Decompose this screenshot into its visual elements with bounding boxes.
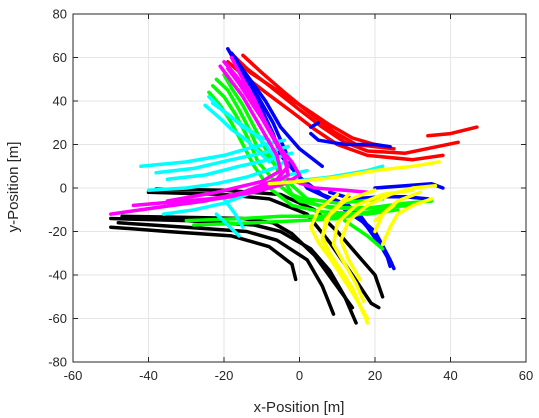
y-tick-label-2: -40	[48, 268, 67, 283]
trajectory-line-0-1	[116, 221, 336, 316]
trajectory-line-4-4	[154, 144, 290, 175]
trajectory-line-4-6	[146, 157, 290, 192]
x-tick-label-5: 40	[443, 368, 457, 383]
y-axis-title: y-Position [m]	[5, 142, 22, 233]
y-tick-label-6: 40	[53, 94, 67, 109]
axes	[72, 13, 527, 363]
trajectory-line-4-9	[222, 197, 245, 229]
x-tick-label-0: -60	[64, 368, 83, 383]
trajectory-line-3-6	[343, 218, 385, 251]
trajectory-line-4-3	[139, 138, 287, 169]
grid-lines	[72, 13, 527, 363]
trajectory-line-2-2	[229, 51, 324, 169]
series-6	[267, 160, 441, 325]
x-tick-label-1: -40	[139, 368, 158, 383]
y-tick-label-5: 20	[53, 137, 67, 152]
trajectory-line-2-1	[233, 55, 392, 264]
trajectory-line-0-2	[109, 225, 298, 282]
trajectory-line-4-2	[210, 101, 272, 142]
y-tick-label-3: -20	[48, 224, 67, 239]
trajectory-line-1-3	[229, 51, 385, 149]
x-tick-label-4: 20	[368, 368, 382, 383]
series-5	[109, 55, 370, 216]
trajectory-line-0-0	[109, 216, 358, 325]
trajectory-line-2-7	[309, 121, 321, 129]
trajectory-line-6-4	[331, 188, 415, 303]
x-axis-title: x-Position [m]	[254, 399, 345, 416]
y-tick-label-0: -80	[48, 355, 67, 370]
plot-area	[109, 47, 479, 325]
series-2	[226, 47, 445, 271]
trajectory-line-2-6	[373, 181, 445, 190]
y-tick-label-1: -60	[48, 311, 67, 326]
trajectory-line-1-4	[426, 125, 479, 138]
trajectory-line-2-3	[309, 131, 392, 149]
y-tick-label-7: 60	[53, 50, 67, 65]
trajectory-line-4-8	[214, 212, 241, 238]
y-tick-label-8: 80	[53, 7, 67, 22]
trajectory-line-6-0	[267, 160, 441, 186]
trajectory-line-0-5	[120, 214, 355, 310]
trajectory-line-5-4	[286, 177, 370, 195]
trajectory-line-5-3	[131, 55, 302, 208]
trajectory-line-6-5	[339, 184, 438, 282]
trajectory-series-group	[109, 47, 479, 325]
x-tick-labels: -60 -40 -20 0 20 40 60	[64, 368, 534, 383]
y-tick-labels: -80 -60 -40 -20 0 20 40 60 80	[48, 7, 67, 370]
trajectory-line-6-8	[373, 203, 396, 223]
trajectory-line-6-6	[380, 197, 434, 247]
x-tick-label-3: 0	[296, 368, 303, 383]
trajectory-line-6-3	[320, 188, 377, 316]
trajectory-line-5-2	[165, 64, 283, 203]
y-tick-label-4: 0	[60, 181, 67, 196]
x-tick-label-6: 60	[519, 368, 533, 383]
x-tick-label-2: -20	[215, 368, 234, 383]
